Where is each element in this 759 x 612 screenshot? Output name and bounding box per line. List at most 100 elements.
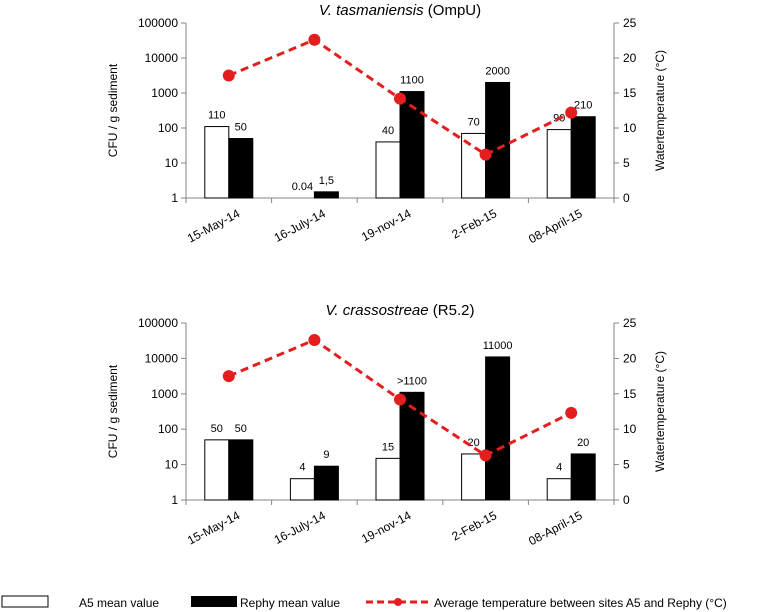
chart-title-italic: V. crassostreae — [326, 302, 429, 319]
x-tick-label: 08-April-15 — [526, 508, 585, 548]
data-label-rephy: 11000 — [483, 340, 513, 352]
bar-rephy — [228, 138, 254, 199]
bar-a5 — [546, 129, 572, 199]
y-tick-label: 100 — [158, 121, 178, 135]
y2-tick-label: 15 — [623, 387, 637, 401]
bar-a5 — [546, 478, 572, 501]
y-axis-title: CFU / g sediment — [106, 364, 120, 458]
y-axis-title: CFU / g sediment — [106, 63, 120, 157]
y2-tick-label: 0 — [623, 493, 630, 507]
temperature-point — [222, 69, 235, 82]
data-label-rephy: 9 — [323, 449, 329, 461]
y2-tick-label: 5 — [623, 156, 630, 170]
x-tick-label: 15-May-14 — [185, 206, 243, 245]
bar-a5 — [204, 126, 230, 199]
legend-temp-marker — [394, 598, 402, 606]
y-tick-label: 10 — [165, 156, 179, 170]
y-tick-label: 1 — [171, 493, 178, 507]
legend-rephy-swatch — [191, 596, 237, 607]
y2-axis-title: Watertemperature (°C) — [653, 50, 667, 171]
temperature-point — [222, 370, 235, 383]
y2-tick-label: 15 — [623, 86, 637, 100]
chart-crassostreae: V. crassostreae (R5.2)110100100010000100… — [106, 302, 667, 548]
x-tick-label: 16-July-14 — [272, 508, 328, 547]
bar-rephy — [570, 116, 596, 199]
data-label-rephy: 210 — [574, 100, 592, 112]
data-label-rephy: 1100 — [400, 75, 424, 87]
y-tick-label: 1000 — [151, 387, 178, 401]
bar-rephy — [570, 453, 596, 501]
y-tick-label: 1000 — [151, 86, 178, 100]
data-label-a5: 50 — [211, 423, 223, 435]
y-tick-label: 10000 — [145, 351, 179, 365]
temperature-point — [308, 33, 321, 46]
legend-a5-label: A5 mean value — [79, 596, 159, 610]
legend: A5 mean value Rephy mean value Average t… — [1, 595, 727, 610]
data-label-rephy: 20 — [577, 437, 589, 449]
x-tick-label: 19-nov-14 — [359, 206, 414, 244]
bar-a5 — [204, 439, 230, 501]
y2-tick-label: 10 — [623, 121, 637, 135]
y2-tick-label: 25 — [623, 16, 637, 30]
bar-rephy — [228, 439, 254, 501]
bar-a5 — [375, 457, 401, 501]
data-label-a5: 0.04 — [292, 181, 313, 193]
y-tick-label: 10 — [165, 458, 179, 472]
bar-rephy — [399, 91, 425, 199]
temperature-point — [565, 106, 578, 119]
y2-tick-label: 10 — [623, 422, 637, 436]
data-label-a5: 4 — [556, 462, 562, 474]
y2-tick-label: 25 — [623, 316, 637, 330]
x-tick-label: 2-Feb-15 — [449, 508, 499, 543]
y-tick-label: 100000 — [138, 316, 178, 330]
bar-a5 — [461, 132, 487, 199]
data-label-a5: 70 — [467, 116, 479, 128]
bar-rephy — [313, 465, 339, 501]
x-tick-label: 15-May-14 — [185, 508, 243, 547]
data-label-rephy: >1100 — [397, 375, 427, 387]
chart-title-italic: V. tasmaniensis — [319, 2, 424, 19]
legend-temp-label: Average temperature between sites A5 and… — [434, 596, 727, 610]
chart-title-rest: (OmpU) — [424, 2, 482, 19]
data-label-rephy: 50 — [235, 423, 247, 435]
x-tick-label: 08-April-15 — [526, 206, 585, 246]
data-label-a5: 40 — [382, 125, 394, 137]
data-label-a5: 110 — [208, 110, 226, 122]
y2-tick-label: 0 — [623, 191, 630, 205]
chart-title-rest: (R5.2) — [429, 302, 475, 319]
y-tick-label: 10000 — [145, 51, 179, 65]
bar-a5 — [461, 453, 487, 501]
legend-a5-swatch — [1, 595, 49, 608]
x-tick-label: 19-nov-14 — [359, 508, 414, 546]
x-tick-label: 16-July-14 — [272, 206, 328, 245]
bar-a5 — [289, 478, 315, 501]
legend-rephy-label: Rephy mean value — [240, 596, 340, 610]
x-tick-label: 2-Feb-15 — [449, 206, 499, 241]
chart-tasmaniensis: V. tasmaniensis (OmpU)110100100010000100… — [106, 2, 667, 246]
temperature-point — [308, 333, 321, 346]
temperature-point — [394, 92, 406, 105]
bar-rephy — [313, 191, 339, 199]
data-label-a5: 4 — [299, 462, 305, 474]
chart-title: V. tasmaniensis (OmpU) — [319, 2, 481, 19]
temperature-point — [394, 393, 406, 406]
bar-rephy — [485, 356, 511, 501]
data-label-a5: 15 — [382, 441, 394, 453]
data-label-rephy: 1,5 — [319, 175, 334, 187]
y2-axis-title: Watertemperature (°C) — [653, 351, 667, 472]
y2-tick-label: 5 — [623, 458, 630, 472]
y-tick-label: 1 — [171, 191, 178, 205]
temperature-point — [479, 148, 492, 161]
chart-title: V. crassostreae (R5.2) — [326, 302, 475, 319]
bar-rephy — [485, 81, 511, 199]
bar-rephy — [399, 391, 425, 501]
y2-tick-label: 20 — [623, 51, 637, 65]
data-label-a5: 20 — [467, 437, 479, 449]
y-tick-label: 100000 — [138, 16, 178, 30]
bar-a5 — [375, 141, 401, 199]
data-label-rephy: 50 — [235, 122, 247, 134]
temperature-point — [565, 406, 578, 419]
data-label-rephy: 2000 — [485, 65, 509, 77]
y-tick-label: 100 — [158, 422, 178, 436]
